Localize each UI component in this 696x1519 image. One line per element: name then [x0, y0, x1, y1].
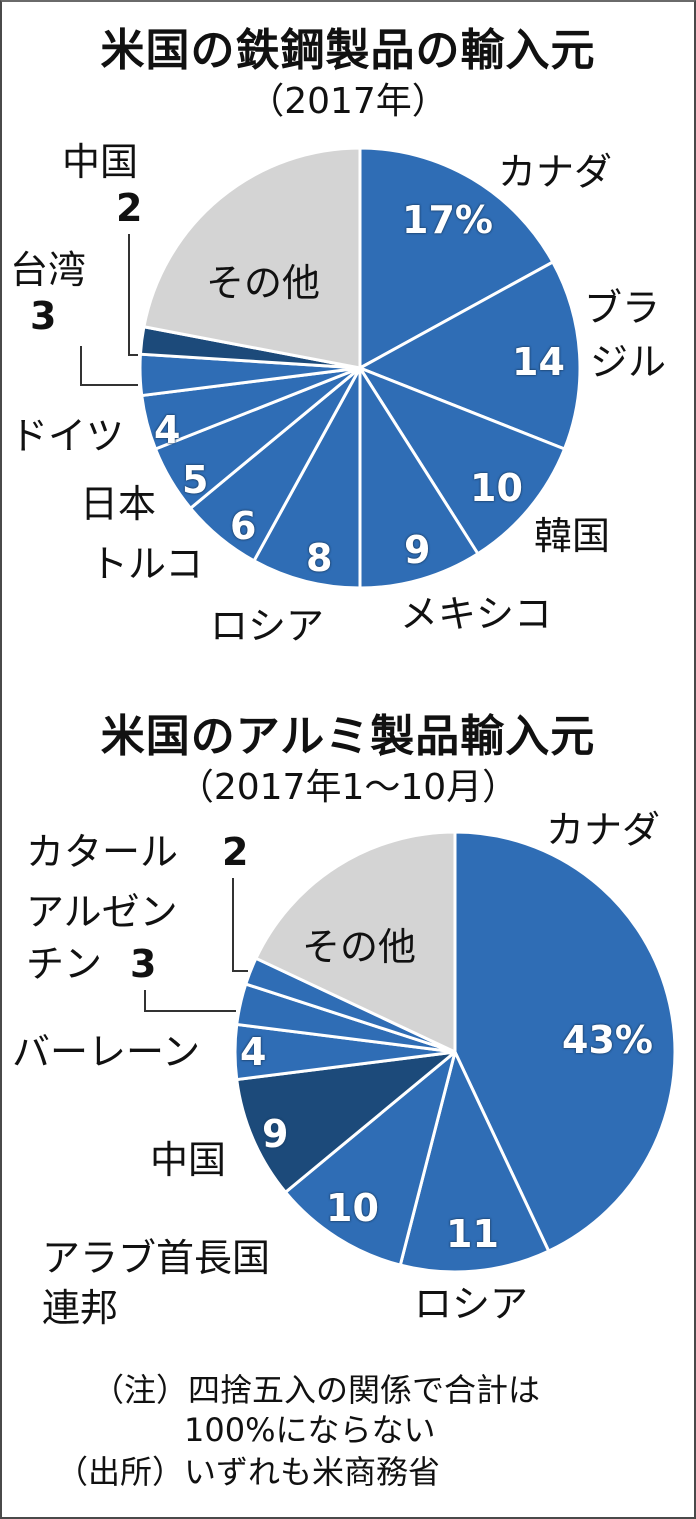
steel-label-brazil-line2: ジル	[590, 340, 667, 384]
pie-slice	[398, 1050, 551, 1274]
aluminum-value-china: 9	[262, 1112, 289, 1156]
steel-label-russia: ロシア	[210, 604, 325, 648]
steel-value-russia: 8	[306, 536, 333, 580]
aluminum-label-uae-line2: 連邦	[42, 1286, 119, 1330]
aluminum-value-argentina: 3	[130, 942, 157, 986]
steel-chart-title: 米国の鉄鋼製品の輸入元	[100, 25, 596, 76]
note-rounding-line1: （注）四捨五入の関係で合計は	[92, 1371, 541, 1409]
pie-slice	[358, 366, 480, 590]
aluminum-label-argentina-line2: チン	[26, 942, 103, 986]
aluminum-value-bahrain: 4	[240, 1030, 267, 1074]
pie-slice	[142, 146, 362, 370]
steel-value-turkey: 6	[230, 504, 257, 548]
steel-value-brazil: 14	[512, 340, 565, 384]
aluminum-label-other: その他	[302, 925, 417, 969]
pie-slice	[283, 1050, 457, 1267]
note-source: （出所）いずれも米商務省	[56, 1453, 441, 1491]
steel-label-germany: ドイツ	[10, 414, 125, 458]
aluminum-leader-qatar	[232, 878, 248, 972]
steel-label-taiwan: 台湾	[10, 248, 87, 292]
steel-label-turkey: トルコ	[90, 542, 204, 586]
note-rounding-line2: 100%にならない	[184, 1411, 436, 1449]
aluminum-label-bahrain: バーレーン	[12, 1030, 201, 1074]
steel-label-brazil-line1: ブラ	[584, 286, 661, 330]
aluminum-label-china: 中国	[150, 1138, 227, 1182]
steel-label-mexico: メキシコ	[400, 592, 553, 636]
aluminum-value-uae: 10	[326, 1186, 379, 1230]
aluminum-label-argentina-line1: アルゼン	[26, 890, 178, 934]
aluminum-value-qatar: 2	[222, 830, 249, 874]
aluminum-label-qatar: カタール	[26, 830, 179, 874]
steel-label-other: その他	[206, 261, 321, 305]
steel-value-china: 2	[116, 186, 143, 230]
steel-value-japan: 5	[182, 458, 209, 502]
steel-label-china: 中国	[62, 140, 139, 184]
aluminum-leader-argentina	[144, 990, 236, 1012]
pie-slice	[235, 1050, 457, 1194]
steel-value-germany: 4	[154, 408, 181, 452]
steel-leader-china	[128, 234, 138, 356]
aluminum-value-russia: 11	[446, 1212, 499, 1256]
steel-label-canada: カナダ	[498, 150, 613, 194]
steel-label-korea: 韓国	[534, 514, 611, 558]
steel-label-japan: 日本	[80, 482, 157, 526]
steel-value-taiwan: 3	[30, 294, 57, 338]
pie-slice	[453, 830, 677, 1253]
pie-slice	[254, 830, 457, 1054]
aluminum-value-canada: 43%	[562, 1018, 653, 1062]
pie-slice	[358, 146, 555, 370]
aluminum-label-canada: カナダ	[546, 808, 661, 852]
aluminum-label-russia: ロシア	[414, 1282, 529, 1326]
steel-value-korea: 10	[470, 466, 523, 510]
pie-slice	[358, 260, 582, 451]
aluminum-label-uae-line1: アラブ首長国	[42, 1236, 271, 1280]
steel-chart-subtitle: （2017年）	[248, 81, 448, 122]
aluminum-chart-title: 米国のアルミ製品輸入元	[100, 711, 596, 762]
pie-slice	[358, 366, 567, 556]
aluminum-chart-subtitle: （2017年1～10月）	[177, 767, 519, 808]
steel-value-mexico: 9	[404, 528, 431, 572]
pie-slice	[252, 366, 362, 590]
steel-leader-taiwan	[80, 346, 138, 386]
steel-value-canada: 17%	[402, 198, 493, 242]
